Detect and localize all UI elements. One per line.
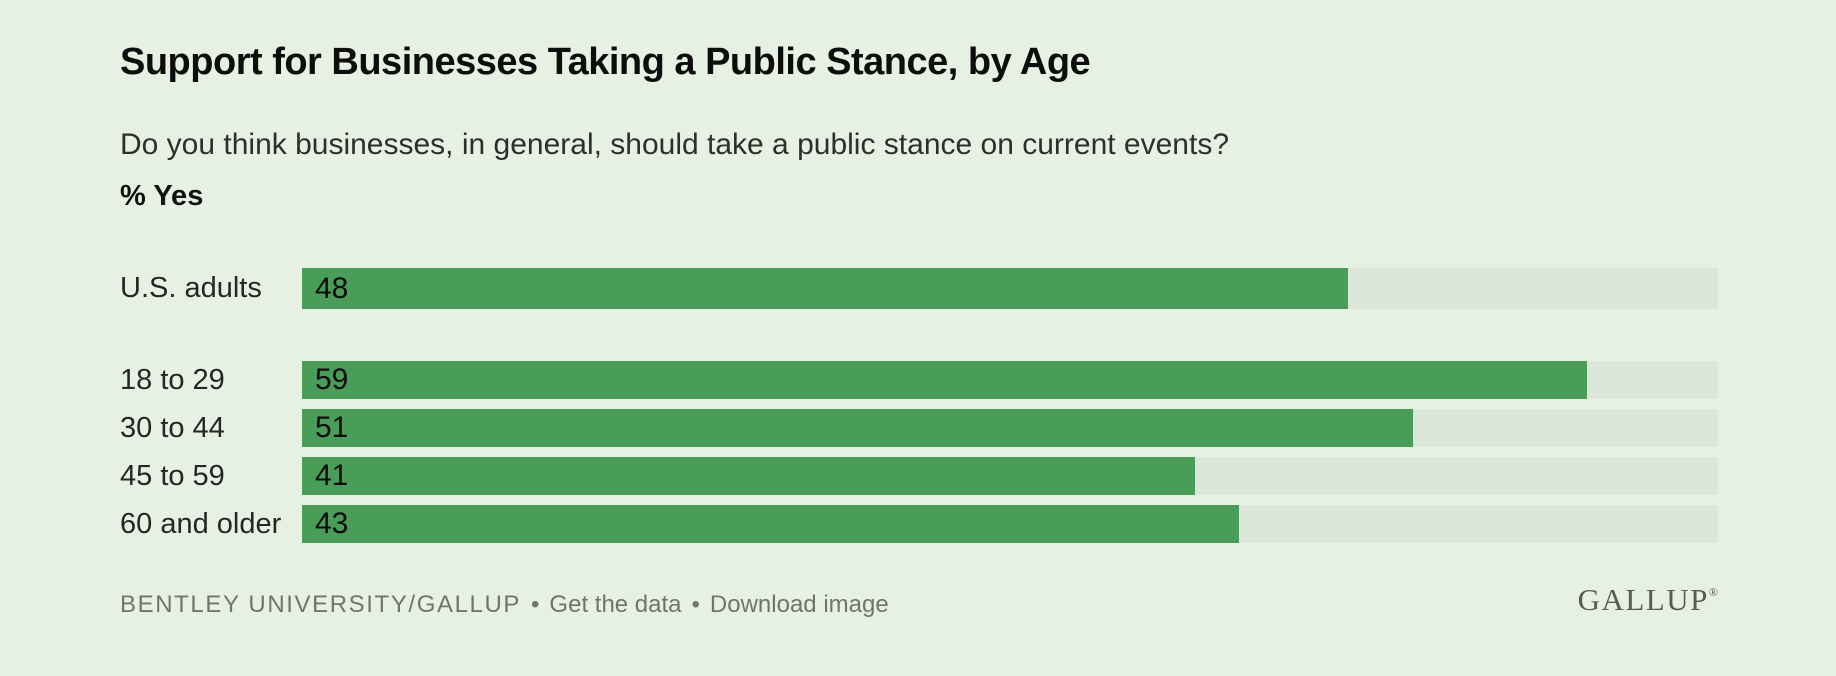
bar-fill: 59 [302,361,1588,399]
registered-mark: ® [1708,585,1718,599]
chart-title: Support for Businesses Taking a Public S… [120,41,1091,83]
bullet-separator: • [531,591,540,618]
bar-fill: 51 [302,409,1413,447]
bar-row-60-and-older: 60 and older 43 [120,505,1718,543]
bar-label: 45 to 59 [120,459,225,492]
bar-row-30-to-44: 30 to 44 51 [120,409,1718,447]
bar-value: 59 [315,363,349,396]
bar-chart: U.S. adults 48 18 to 29 59 30 to 44 51 [120,268,1718,553]
bar-label: 18 to 29 [120,363,225,396]
footer: BENTLEY UNIVERSITY/GALLUP • Get the data… [120,591,889,619]
unit-label: % Yes [120,180,204,212]
gallup-logo-text: GALLUP [1577,582,1709,617]
bar-label: 60 and older [120,507,282,540]
download-image-link[interactable]: Download image [709,591,889,618]
bar-fill: 41 [302,457,1196,495]
bar-track: 51 [302,409,1718,447]
bar-track: 41 [302,457,1718,495]
gallup-logo: GALLUP® [1578,582,1718,618]
bar-value: 41 [315,459,349,492]
chart-subtitle: Do you think businesses, in general, sho… [120,128,1230,161]
bar-fill: 48 [302,268,1348,309]
bar-value: 51 [315,411,349,444]
bar-fill: 43 [302,505,1239,543]
bar-label: 30 to 44 [120,411,225,444]
bar-track: 59 [302,361,1718,399]
bar-value: 43 [315,507,349,540]
get-the-data-link[interactable]: Get the data [549,591,682,618]
bar-track: 48 [302,268,1718,309]
bar-row-18-to-29: 18 to 29 59 [120,361,1718,399]
bar-track: 43 [302,505,1718,543]
bar-row-45-to-59: 45 to 59 41 [120,457,1718,495]
bullet-separator: • [691,591,700,618]
source-credit: BENTLEY UNIVERSITY/GALLUP [120,591,522,618]
bar-label: U.S. adults [120,272,262,304]
bar-value: 48 [315,271,349,305]
bar-row-us-adults: U.S. adults 48 [120,268,1718,309]
